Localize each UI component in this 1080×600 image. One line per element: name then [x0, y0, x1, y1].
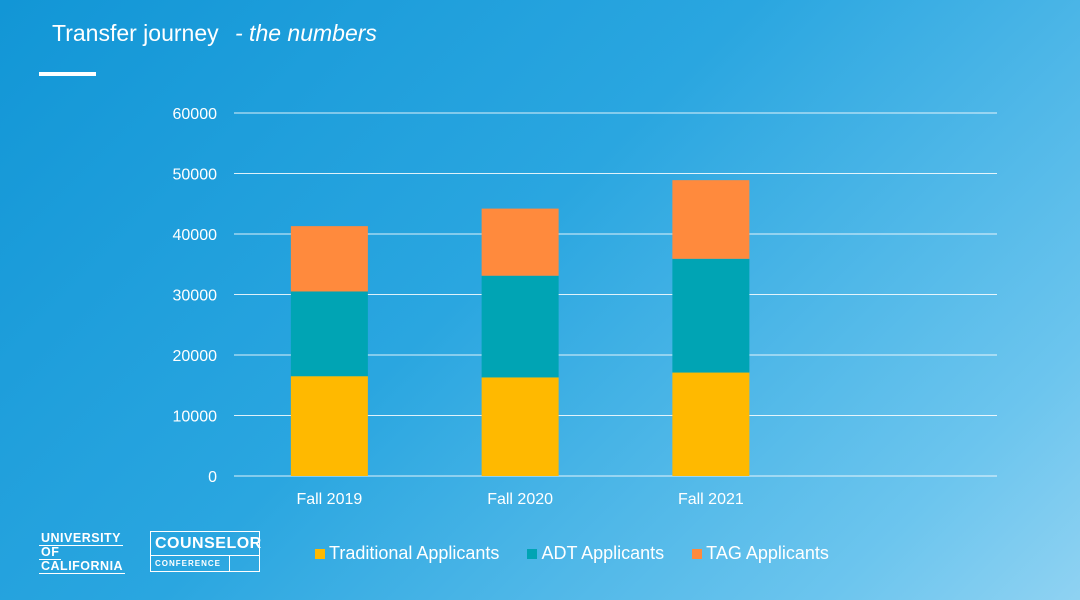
conference-logo-text: CONFERENCE [151, 556, 230, 571]
legend-item-traditional: Traditional Applicants [315, 543, 499, 564]
legend-item-tag: TAG Applicants [692, 543, 829, 564]
legend-swatch-traditional [315, 548, 325, 559]
y-tick-label: 20000 [173, 348, 218, 365]
uc-logo-line-1: UNIVERSITY [39, 531, 124, 546]
slide-title: Transfer journey - the numbers [52, 20, 377, 47]
bar-traditional-2 [481, 377, 559, 476]
legend-label-tag: TAG Applicants [706, 543, 829, 563]
legend-swatch-adt [527, 548, 538, 559]
uc-logo-line-3: CALIFORNIA [39, 559, 126, 574]
y-tick-label: 10000 [173, 409, 218, 426]
x-tick-label: Fall 2019 [296, 491, 362, 508]
bar-adt-3 [672, 258, 750, 373]
uc-logo-line-2: OF [39, 545, 62, 560]
x-tick-label: Fall 2020 [487, 491, 553, 508]
bar-tag-1 [290, 226, 368, 292]
bar-adt-1 [290, 291, 368, 377]
title-subtitle: - the numbers [235, 20, 377, 46]
legend-label-adt: ADT Applicants [541, 543, 665, 563]
y-tick-label: 50000 [173, 167, 218, 184]
title-main: Transfer journey [52, 20, 219, 46]
bar-traditional-3 [672, 372, 750, 476]
x-tick-label: Fall 2021 [678, 491, 744, 508]
y-tick-label: 30000 [173, 288, 218, 305]
bar-tag-2 [481, 208, 559, 276]
y-tick-label: 60000 [173, 106, 218, 123]
chart-legend: Traditional Applicants ADT Applicants TA… [315, 543, 829, 564]
uc-logo: UNIVERSITY OF CALIFORNIA [39, 531, 126, 574]
legend-label-traditional: Traditional Applicants [329, 543, 500, 563]
bar-tag-3 [672, 180, 750, 259]
legend-swatch-tag [692, 548, 703, 559]
bar-traditional-1 [290, 376, 368, 476]
y-tick-label: 0 [208, 469, 217, 486]
counselor-conference-logo: COUNSELOR CONFERENCE [150, 531, 261, 572]
y-tick-label: 40000 [173, 227, 218, 244]
title-underline [39, 72, 96, 76]
bar-adt-2 [481, 275, 559, 378]
counselor-logo-text: COUNSELOR [151, 532, 261, 556]
legend-item-adt: ADT Applicants [527, 543, 664, 564]
